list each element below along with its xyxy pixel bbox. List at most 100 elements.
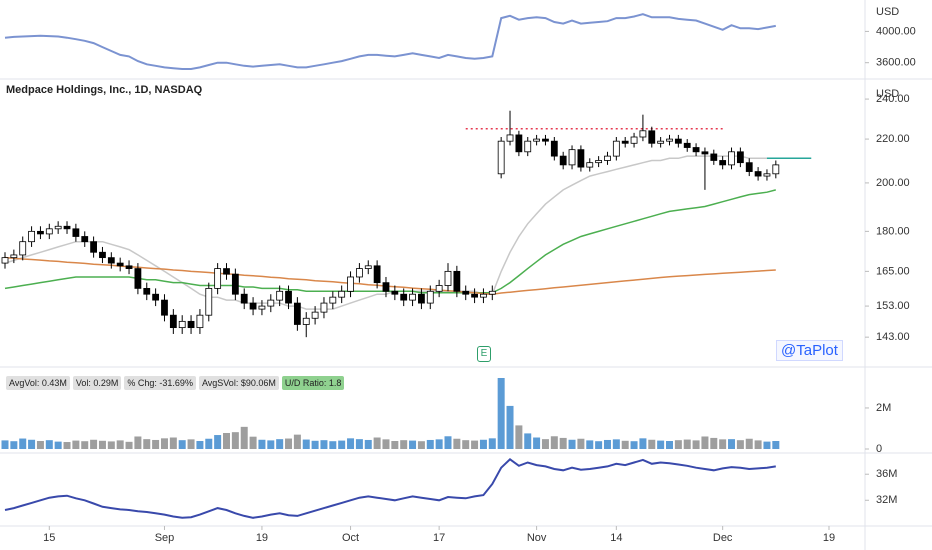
candle-body (657, 140, 665, 144)
volume-bar (285, 438, 293, 449)
candle-body (728, 151, 735, 166)
volume-bar (231, 432, 239, 449)
watermark: @TaPlot (776, 340, 843, 361)
candle-body (533, 138, 540, 142)
volume-bar (107, 441, 115, 449)
volume-bar (745, 438, 753, 449)
candle-body (586, 162, 594, 168)
volume-bar (1, 440, 9, 449)
candle-body (462, 290, 470, 295)
y-tick-label: 36M (876, 468, 897, 480)
candle-body (90, 241, 97, 253)
volume-bar (223, 432, 230, 449)
candle-body (72, 228, 80, 237)
candle-body (28, 230, 35, 243)
volume-bar (54, 441, 62, 449)
candle-body (604, 155, 611, 161)
volume-bar (400, 440, 408, 449)
candle-body (302, 317, 310, 325)
volume-bar (559, 437, 567, 449)
moving-average (4, 155, 776, 310)
y-tick-label: 143.00 (876, 331, 910, 343)
volume-bar (595, 441, 603, 449)
volume-bar (497, 378, 505, 449)
candle-body (364, 265, 372, 269)
candle-body (506, 134, 514, 142)
chart-title: Medpace Holdings, Inc., 1D, NASDAQ (6, 84, 203, 96)
candle-body (595, 160, 603, 164)
volume-bar (205, 438, 213, 449)
y-tick-label: 32M (876, 494, 897, 506)
volume-bar (692, 440, 700, 449)
volume-bar (373, 437, 381, 449)
candle-body (99, 251, 106, 259)
volume-bar (435, 439, 443, 449)
candle-body (107, 257, 115, 264)
x-tick-label: 19 (256, 532, 268, 544)
volume-bar (515, 425, 523, 449)
volume-bar (683, 439, 691, 449)
y-tick-label: 0 (876, 443, 882, 455)
candle-body (621, 140, 629, 144)
stat: Vol: 0.29M (72, 376, 122, 390)
candle-body (453, 270, 461, 292)
volume-bar (471, 440, 479, 449)
x-tick-label: 19 (823, 532, 835, 544)
volume-bar (214, 435, 222, 449)
volume-bar (550, 436, 558, 449)
x-tick-label: 14 (610, 532, 622, 544)
volume-bar (382, 439, 390, 449)
volume-bar (728, 439, 736, 449)
volume-bar (240, 426, 248, 449)
x-tick-label: Nov (527, 532, 547, 544)
candle-body (471, 293, 478, 298)
candle-body (196, 314, 204, 329)
candle-body (143, 287, 151, 295)
candle-body (10, 254, 18, 259)
candle-body (63, 225, 71, 230)
volume-bar (98, 440, 106, 449)
candle-body (391, 290, 399, 295)
volume-bar (409, 440, 417, 449)
y-tick-label: 220.00 (876, 133, 910, 145)
candle-body (231, 273, 239, 295)
candle-body (267, 299, 275, 307)
stat: % Chg: -31.69% (124, 376, 196, 390)
x-tick-label: Sep (155, 532, 175, 544)
candle-body (763, 173, 771, 177)
volume-bar (19, 438, 27, 449)
volume-bar (329, 441, 337, 449)
candle-body (497, 140, 505, 175)
volume-bar (586, 440, 594, 449)
volume-bar (28, 439, 36, 449)
candle-body (285, 290, 292, 304)
candle-body (320, 302, 328, 313)
volume-bar (249, 436, 257, 449)
volume-bar (267, 440, 275, 449)
candle-body (719, 160, 727, 166)
candle-body (683, 142, 691, 148)
volume-bar (36, 440, 44, 449)
candle-body (81, 236, 89, 243)
volume-bar (45, 440, 53, 449)
stats: AvgVol: 0.43M Vol: 0.29M % Chg: -31.69% … (6, 376, 345, 390)
volume-bar (63, 442, 71, 449)
candle-body (639, 130, 647, 138)
volume-bar (178, 440, 186, 449)
volume-bar (72, 440, 80, 449)
candle-body (692, 147, 700, 153)
candle-body (559, 155, 567, 166)
candle-body (630, 136, 638, 144)
candle-body (674, 138, 682, 144)
volume-bar (391, 440, 399, 449)
volume-bar (134, 436, 142, 449)
candle-body (169, 314, 177, 329)
axis-unit: USD (876, 88, 899, 100)
candle-body (45, 228, 53, 235)
candle-body (338, 290, 346, 298)
candle-body (214, 268, 222, 289)
volume-bar (125, 441, 133, 449)
volume-bar (81, 441, 89, 449)
candle-body (701, 151, 709, 155)
earnings-marker[interactable]: E (477, 346, 491, 362)
